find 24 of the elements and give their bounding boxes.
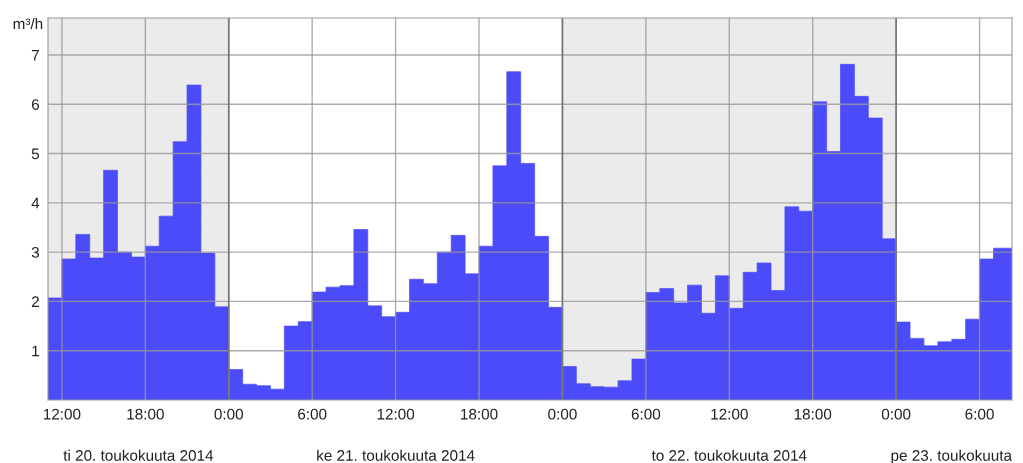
y-tick-label: 1 bbox=[32, 345, 39, 357]
text: pe 23. toukokuuta bbox=[891, 449, 1013, 463]
y-tick-label: 3 bbox=[31, 247, 39, 258]
x-tick-label: 12:00 bbox=[43, 408, 81, 420]
y-tick-label: 5 bbox=[31, 148, 40, 160]
y-tick-label: 6 bbox=[31, 99, 39, 110]
x-tick-label: 12:00 bbox=[377, 408, 415, 420]
x-tick-label: 6:00 bbox=[631, 408, 661, 420]
text: to 22. toukokuuta 2014 bbox=[651, 449, 807, 461]
y-axis-title: m³/h bbox=[13, 18, 43, 30]
x-tick-label: 18:00 bbox=[794, 408, 832, 420]
x-tick-label: 12:00 bbox=[711, 408, 748, 420]
x-tick-label: 6:00 bbox=[298, 408, 327, 420]
x-tick-label: 18:00 bbox=[461, 408, 498, 420]
x-tick-label: 0:00 bbox=[881, 408, 911, 420]
text: ke 21. toukokuuta 2014 bbox=[317, 449, 475, 461]
y-tick-label: 2 bbox=[31, 296, 39, 307]
text: ti 20. toukokuuta 2014 bbox=[63, 449, 214, 461]
x-tick-label: 0:00 bbox=[548, 408, 577, 420]
y-tick-label: 4 bbox=[31, 197, 40, 209]
x-tick-label: 6:00 bbox=[965, 408, 994, 420]
y-tick-label: 7 bbox=[31, 49, 39, 61]
x-tick-label: 0:00 bbox=[214, 408, 244, 420]
x-tick-label: 18:00 bbox=[127, 408, 164, 420]
